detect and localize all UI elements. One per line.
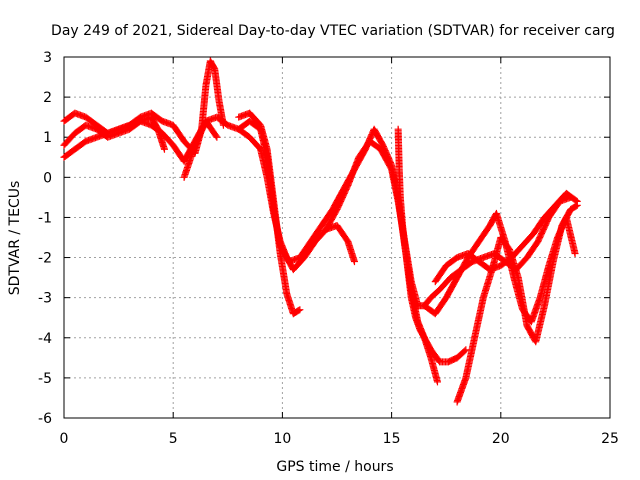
- x-tick-label: 15: [383, 431, 401, 447]
- data-point: [461, 347, 469, 355]
- data-points: [60, 57, 581, 406]
- grid-lines: [64, 57, 610, 418]
- x-tick-label: 5: [169, 431, 178, 447]
- y-tick-label: -1: [38, 210, 52, 226]
- data-point: [296, 306, 304, 314]
- y-tick-label: -6: [38, 411, 52, 427]
- x-axis-label: GPS time / hours: [276, 459, 393, 475]
- series-sat-k: [453, 201, 581, 406]
- data-point: [295, 306, 303, 314]
- y-tick-label: -3: [38, 291, 52, 307]
- data-point: [433, 378, 441, 386]
- x-tick-label: 10: [273, 431, 291, 447]
- x-tick-label: 0: [60, 431, 69, 447]
- chart-title: Day 249 of 2021, Sidereal Day-to-day VTE…: [51, 23, 615, 39]
- data-point: [571, 250, 579, 258]
- data-point: [573, 201, 581, 209]
- y-tick-label: -2: [38, 251, 52, 267]
- axis-ticks: [63, 56, 611, 419]
- y-tick-label: -4: [38, 331, 52, 347]
- x-tick-labels: 0 5 10 15 20 25: [60, 431, 619, 447]
- series-sat-c: [60, 113, 168, 153]
- data-point: [160, 145, 168, 153]
- y-axis-label: SDTVAR / TECUs: [7, 181, 23, 296]
- x-tick-label: 25: [601, 431, 619, 447]
- data-point: [350, 258, 358, 266]
- y-tick-label: 0: [43, 170, 52, 186]
- series-sat-e: [235, 109, 304, 318]
- data-point: [212, 132, 220, 140]
- y-tick-label: 1: [43, 130, 52, 146]
- data-point: [213, 133, 221, 141]
- series-sat-f: [235, 117, 441, 386]
- y-tick-labels: 3 2 1 0 -1 -2 -3 -4 -5 -6: [38, 50, 52, 427]
- series-sat-h: [394, 125, 470, 366]
- y-tick-label: 3: [43, 50, 52, 66]
- plot-frame: [63, 56, 611, 419]
- y-tick-label: 2: [43, 90, 52, 106]
- data-point: [462, 346, 470, 354]
- data-point: [572, 202, 580, 210]
- x-tick-label: 20: [492, 431, 510, 447]
- y-tick-label: -5: [38, 371, 52, 387]
